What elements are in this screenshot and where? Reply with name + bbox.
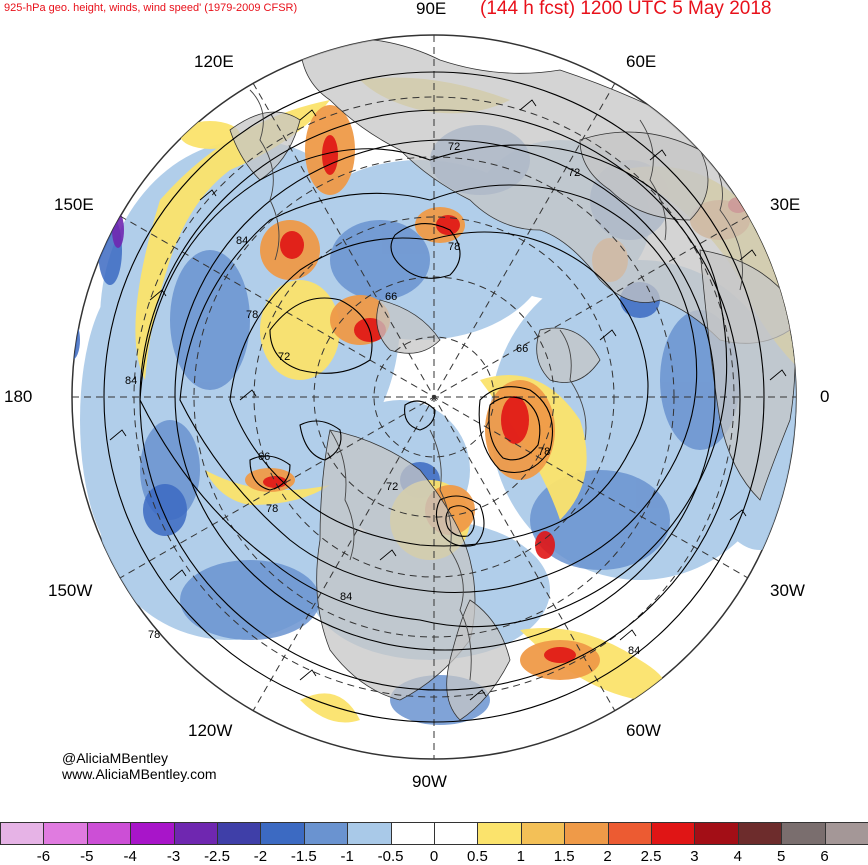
colorbar-swatch xyxy=(173,822,218,845)
title-right: (144 h fcst) 1200 UTC 5 May 2018 xyxy=(480,0,772,19)
lon-label-150w: 150W xyxy=(48,581,93,600)
credit-site: www.AliciaMBentley.com xyxy=(62,766,217,782)
colorbar-tick-label: -6 xyxy=(36,848,51,865)
contour-label: 78 xyxy=(448,241,460,253)
colorbar-tick-label: -2.5 xyxy=(204,848,230,865)
contour-label: 84 xyxy=(236,235,248,247)
colorbar-tick-label: -1.5 xyxy=(290,848,317,865)
colorbar-swatch xyxy=(520,822,566,845)
colorbar-swatch xyxy=(824,822,868,845)
colorbar-swatch xyxy=(390,822,435,845)
colorbar-tick-label: 2.5 xyxy=(640,848,662,865)
contour-label: 84 xyxy=(125,375,137,387)
land-layer xyxy=(229,37,796,721)
lon-label-90w: 90W xyxy=(412,772,447,791)
contour-label: 78 xyxy=(148,629,160,641)
colorbar-swatch xyxy=(260,822,305,845)
colorbar-tick-label: -5 xyxy=(80,848,94,865)
title-left: 925-hPa geo. height, winds, wind speed' … xyxy=(4,2,298,14)
colorbar-tick-label: 0 xyxy=(429,848,439,865)
colorbar-swatch xyxy=(737,822,783,845)
colorbar-tick-label: 1.5 xyxy=(553,848,575,865)
contour-label: 72 xyxy=(448,141,460,153)
lon-label-0: 0 xyxy=(820,387,830,406)
colorbar-swatch xyxy=(607,822,652,845)
colorbar-tick-label: -1 xyxy=(340,848,354,865)
lon-label-120e: 120E xyxy=(194,52,234,71)
colorbar-tick-label: 4 xyxy=(733,848,742,865)
colorbar-tick-label: -3 xyxy=(166,848,181,865)
colorbar-tick-label: -0.5 xyxy=(377,848,404,865)
lon-label-60w: 60W xyxy=(626,721,661,740)
colorbar-tick-label: -2 xyxy=(253,848,268,865)
colorbar-tick-label: 5 xyxy=(777,848,786,865)
colorbar-swatch xyxy=(477,822,522,845)
height-contours xyxy=(103,71,765,723)
colorbar-tick-label: 3 xyxy=(690,848,699,865)
contour-label: 84 xyxy=(628,645,640,657)
contour-label: 66 xyxy=(516,343,528,355)
colorbar-tick-label: 2 xyxy=(603,848,612,865)
contour-labels: 72 72 84 78 66 78 72 66 84 66 78 72 78 8… xyxy=(125,141,640,657)
colorbar-swatch xyxy=(217,822,262,845)
lon-label-30w: 30W xyxy=(770,581,805,600)
colorbar-swatch xyxy=(130,822,175,845)
lon-label-180: 180 xyxy=(4,387,33,406)
colorbar-swatch xyxy=(0,822,45,845)
lon-label-60e: 60E xyxy=(626,52,657,71)
lon-label-30e: 30E xyxy=(770,195,801,214)
colorbar-swatch xyxy=(43,822,88,845)
contour-label: 78 xyxy=(266,503,278,515)
polar-map: 72 72 84 78 66 78 72 66 84 66 78 72 78 8… xyxy=(71,34,797,760)
colorbar-swatch xyxy=(434,822,479,845)
colorbar-swatch xyxy=(86,822,132,845)
colorbar-tick-label: 0.5 xyxy=(466,848,488,865)
graticule xyxy=(72,35,796,759)
lon-label-150e: 150E xyxy=(54,195,94,214)
contour-label: 66 xyxy=(385,291,397,303)
contour-label: 78 xyxy=(246,309,258,321)
colorbar-swatch xyxy=(694,822,739,845)
lon-label-120w: 120W xyxy=(188,721,233,740)
colorbar-swatch xyxy=(651,822,696,845)
colorbar-swatch xyxy=(564,822,609,845)
contour-label: 72 xyxy=(568,167,580,179)
credit-handle: @AliciaMBentley xyxy=(62,750,169,766)
contour-label: 72 xyxy=(386,481,398,493)
colorbar-swatch xyxy=(303,822,349,845)
contour-label: 78 xyxy=(538,446,550,458)
wind-barbs xyxy=(109,99,787,701)
lon-label-90e: 90E xyxy=(416,0,447,18)
contour-label: 66 xyxy=(258,451,270,463)
colorbar-tick-label: 1 xyxy=(516,848,525,865)
colorbar xyxy=(0,822,868,846)
contour-label: 72 xyxy=(278,351,290,363)
colorbar-swatch xyxy=(781,822,826,845)
colorbar-swatch xyxy=(347,822,392,845)
colorbar-tick-label: 6 xyxy=(820,848,829,865)
colorbar-tick-label: -4 xyxy=(123,848,137,865)
contour-label: 84 xyxy=(340,591,352,603)
